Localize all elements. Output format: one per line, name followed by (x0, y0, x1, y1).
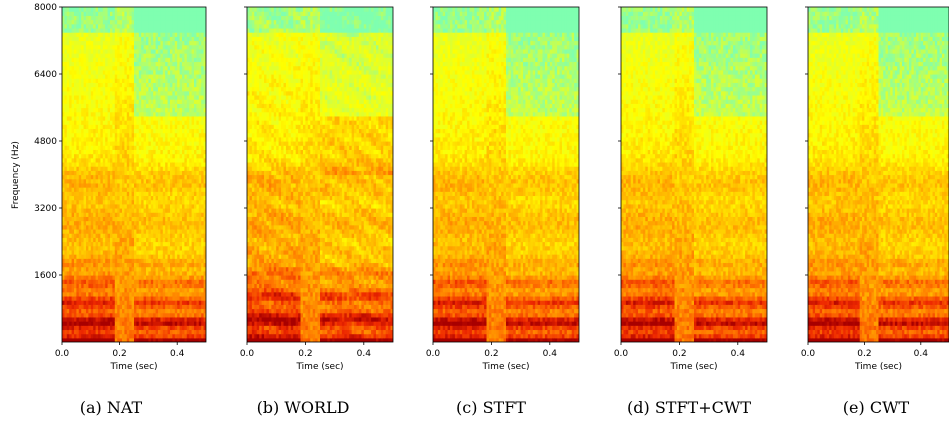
y-tick-label: 6400 (34, 70, 57, 80)
y-tick-label: 1600 (34, 271, 57, 281)
caption-b: (b) WORLD (257, 398, 350, 417)
spectrogram-panel-c: 0.0 0.2 0.4 Time (sec) (426, 6, 580, 372)
heatmap-cells (433, 7, 579, 342)
caption-d: (d) STFT+CWT (627, 398, 751, 417)
spectrogram-panel-a: 1600 3200 4800 6400 8000 0.0 0.2 0.4 Time (sec) (34, 3, 207, 372)
x-tick-label: 0.2 (298, 349, 312, 359)
x-axis-label: Time (sec) (481, 362, 529, 372)
heatmap-cells (62, 7, 206, 342)
x-axis-label: Time (sec) (854, 362, 902, 372)
plot-frame (620, 6, 768, 343)
caption-e: (e) CWT (843, 398, 909, 417)
heatmap-cells (247, 7, 393, 342)
y-axis-label: Frequency (Hz) (11, 141, 21, 209)
x-tick-label: 0.4 (543, 349, 558, 359)
x-tick-label: 0.2 (857, 349, 871, 359)
plot-frame (807, 6, 949, 343)
x-tick-label: 0.4 (731, 349, 746, 359)
spectrogram-panel-d: 0.0 0.2 0.4 Time (sec) (614, 6, 768, 372)
x-tick-label: 0.0 (55, 349, 70, 359)
x-tick-label: 0.4 (170, 349, 185, 359)
heatmap-cells (808, 7, 949, 342)
x-tick-label: 0.2 (672, 349, 686, 359)
caption-a: (a) NAT (80, 398, 142, 417)
x-tick-label: 0.0 (614, 349, 629, 359)
x-tick-label: 0.0 (801, 349, 816, 359)
x-axis-label: Time (sec) (295, 362, 343, 372)
x-axis-label: Time (sec) (109, 362, 157, 372)
caption-c: (c) STFT (456, 398, 526, 417)
heatmap-cells (621, 7, 767, 342)
plot-frame (61, 6, 207, 343)
spectrogram-panel-b: 0.0 0.2 0.4 Time (sec) (240, 6, 394, 372)
x-axis-label: Time (sec) (669, 362, 717, 372)
x-tick-label: 0.4 (357, 349, 372, 359)
y-tick-label: 8000 (34, 3, 57, 13)
plot-frame (246, 6, 394, 343)
y-tick-label: 3200 (34, 204, 57, 214)
spectrogram-panel-e: 0.0 0.2 0.4 Time (sec) (801, 6, 949, 372)
y-tick-label: 4800 (34, 137, 57, 147)
plot-frame (432, 6, 580, 343)
x-tick-label: 0.2 (112, 349, 126, 359)
x-tick-label: 0.4 (914, 349, 929, 359)
x-tick-label: 0.0 (426, 349, 441, 359)
x-tick-label: 0.0 (240, 349, 255, 359)
x-tick-label: 0.2 (484, 349, 498, 359)
